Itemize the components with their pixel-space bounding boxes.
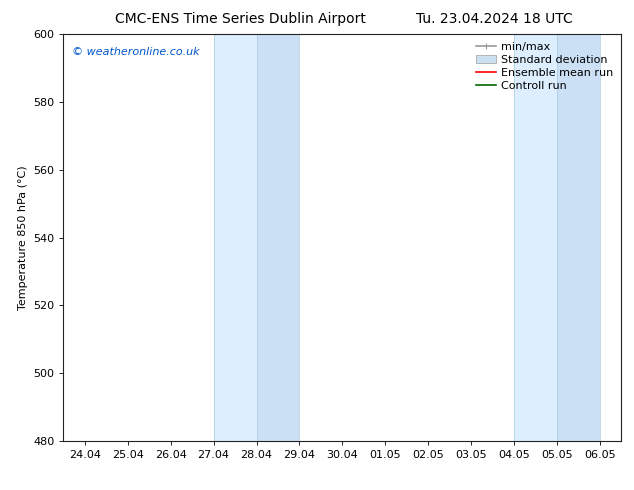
Text: CMC-ENS Time Series Dublin Airport: CMC-ENS Time Series Dublin Airport [115,12,366,26]
Text: © weatheronline.co.uk: © weatheronline.co.uk [72,47,200,56]
Bar [257,34,299,441]
Y-axis label: Temperature 850 hPa (°C): Temperature 850 hPa (°C) [18,165,27,310]
Bar [214,34,257,441]
Text: Tu. 23.04.2024 18 UTC: Tu. 23.04.2024 18 UTC [416,12,573,26]
Bar [514,34,557,441]
Legend: min/max, Standard deviation, Ensemble mean run, Controll run: min/max, Standard deviation, Ensemble me… [471,38,618,95]
Bar [557,34,600,441]
